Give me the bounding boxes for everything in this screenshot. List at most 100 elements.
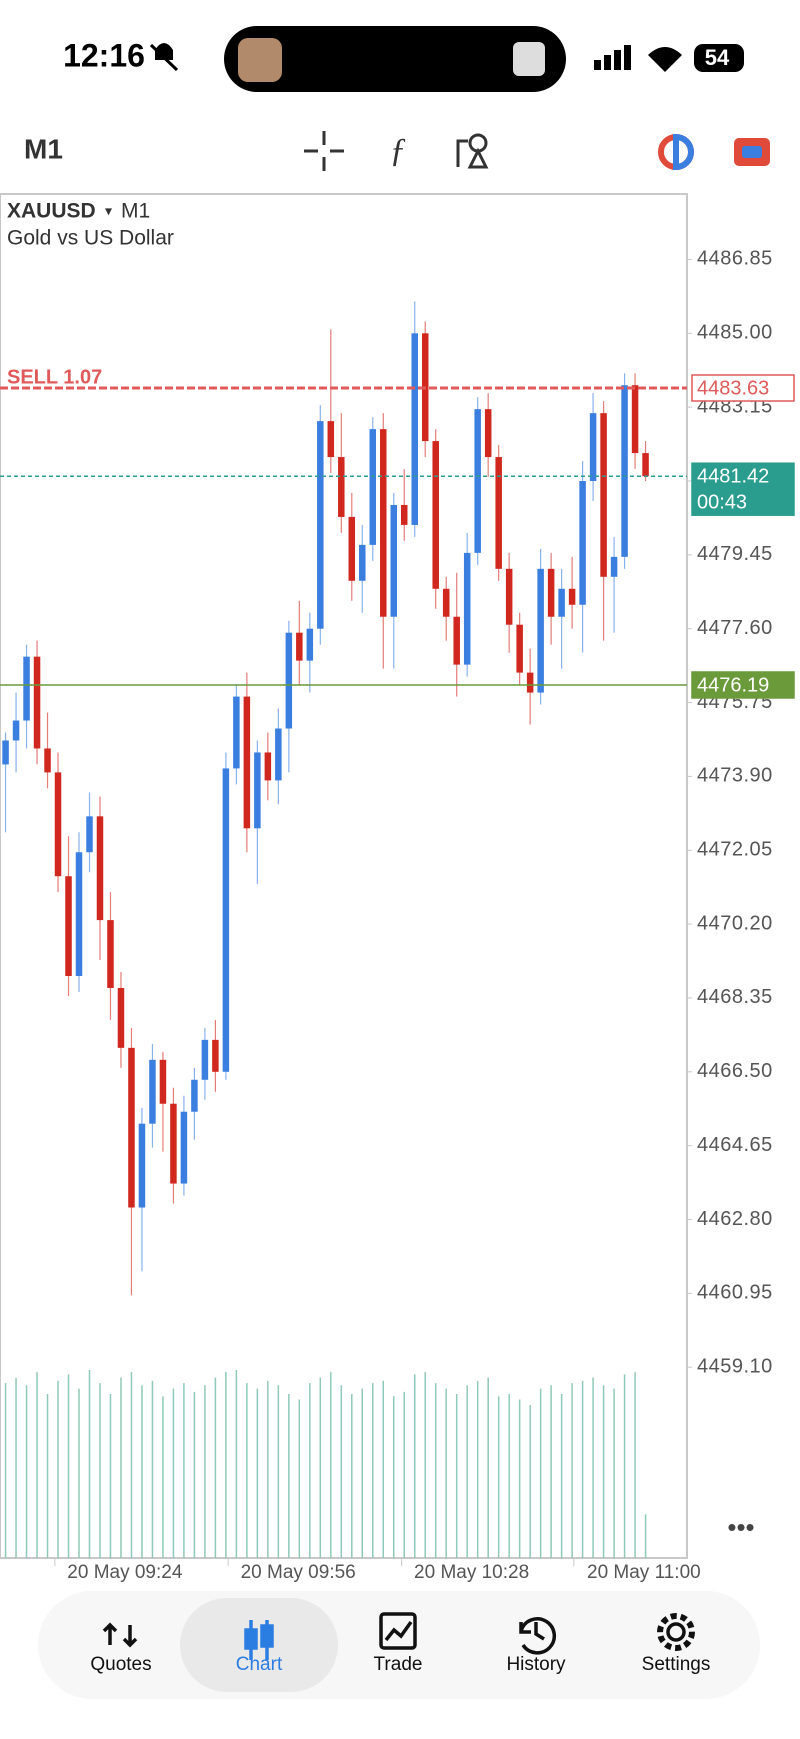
candle-body bbox=[568, 588, 576, 605]
price-tag bbox=[691, 671, 795, 699]
candle-body bbox=[390, 504, 398, 617]
battery-level: 54 bbox=[705, 45, 730, 70]
candle-body bbox=[526, 672, 534, 693]
x-tick-label: 20 May 10:28 bbox=[414, 1562, 529, 1583]
candle-body bbox=[495, 457, 502, 569]
y-tick-label: 4485.00 bbox=[697, 322, 773, 344]
y-tick-label: 4464.65 bbox=[697, 1134, 773, 1156]
candle-body bbox=[54, 772, 62, 877]
candle-body bbox=[432, 441, 439, 589]
chart-title: Gold vs US Dollar bbox=[7, 227, 174, 250]
candle-body bbox=[159, 1059, 167, 1104]
candle-body bbox=[254, 752, 261, 829]
candle-body bbox=[589, 413, 597, 482]
nav-label[interactable]: Trade bbox=[374, 1654, 423, 1675]
account-button[interactable] bbox=[658, 133, 694, 171]
candle-body bbox=[306, 628, 314, 661]
candle-body bbox=[558, 588, 565, 617]
candle-body bbox=[23, 656, 30, 721]
candle-body bbox=[296, 632, 303, 661]
indicators-button[interactable]: ƒ bbox=[390, 132, 407, 169]
symbol: XAUUSD bbox=[7, 200, 96, 223]
candle-body bbox=[348, 516, 356, 581]
candle-body bbox=[96, 816, 104, 921]
candle-body bbox=[463, 552, 471, 665]
candle-body bbox=[275, 728, 282, 781]
candle-body bbox=[170, 1103, 177, 1184]
candle-body bbox=[442, 588, 450, 617]
candle-body bbox=[317, 421, 324, 629]
candle-body bbox=[547, 568, 555, 617]
candle-body bbox=[359, 544, 366, 581]
trade-icon-line bbox=[384, 1620, 413, 1642]
chart-icon-body bbox=[260, 1624, 274, 1648]
countdown: 00:43 bbox=[697, 492, 747, 514]
candle-body bbox=[264, 752, 272, 781]
candle-body bbox=[579, 481, 586, 605]
price-tag bbox=[691, 374, 795, 402]
candle-body bbox=[400, 504, 408, 525]
x-tick-label: 20 May 11:00 bbox=[587, 1562, 701, 1583]
dropdown-arrow[interactable]: ▾ bbox=[105, 203, 112, 219]
candle-body bbox=[369, 429, 377, 545]
y-tick-label: 4462.80 bbox=[697, 1208, 773, 1230]
candle-body bbox=[474, 409, 481, 553]
candle-body bbox=[65, 876, 72, 976]
trade-button[interactable] bbox=[734, 138, 770, 166]
price-tag bbox=[691, 462, 795, 516]
nav-label[interactable]: History bbox=[506, 1654, 566, 1675]
y-tick-label: 4470.20 bbox=[697, 912, 773, 934]
y-tick-label: 4468.35 bbox=[697, 986, 773, 1008]
y-tick-label: 4479.45 bbox=[697, 543, 773, 565]
candle-body bbox=[621, 385, 628, 557]
objects-button[interactable] bbox=[456, 133, 489, 169]
candle-body bbox=[222, 768, 230, 1072]
candle-body bbox=[600, 413, 607, 577]
timeframe-button[interactable]: M1 bbox=[24, 133, 63, 164]
candle-body bbox=[75, 852, 83, 976]
x-tick-label: 20 May 09:56 bbox=[241, 1562, 356, 1583]
y-tick-label: 4459.10 bbox=[697, 1355, 773, 1377]
candle-body bbox=[33, 656, 41, 749]
more-button[interactable]: ••• bbox=[727, 1512, 754, 1542]
y-tick-label: 4466.50 bbox=[697, 1060, 773, 1082]
order-label: SELL 1.07 bbox=[7, 366, 102, 388]
candle-body bbox=[201, 1039, 209, 1080]
candle-body bbox=[327, 421, 335, 458]
nav-label[interactable]: Quotes bbox=[90, 1654, 151, 1675]
settings-icon-cog bbox=[657, 1613, 695, 1651]
candle-body bbox=[484, 409, 492, 458]
y-tick-label: 4460.95 bbox=[697, 1282, 773, 1304]
crosshair-button[interactable] bbox=[304, 131, 344, 171]
candle-body bbox=[149, 1059, 156, 1124]
candle-body bbox=[453, 616, 460, 665]
candle-body bbox=[243, 696, 251, 829]
candle-body bbox=[505, 568, 513, 625]
wifi-icon bbox=[648, 47, 682, 72]
nav-label[interactable]: Settings bbox=[642, 1654, 711, 1675]
nav-label[interactable]: Chart bbox=[236, 1654, 283, 1675]
candle-body bbox=[2, 740, 9, 765]
candle-body bbox=[117, 987, 125, 1048]
candle-body bbox=[537, 568, 544, 693]
candle-body bbox=[285, 632, 293, 729]
y-tick-label: 4473.90 bbox=[697, 765, 773, 787]
dynamic-island bbox=[224, 26, 566, 92]
candle-body bbox=[631, 385, 639, 454]
chart-frame bbox=[0, 193, 688, 1559]
price-tag-label: 4481.42 bbox=[697, 466, 769, 488]
price-tag-label: 4483.63 bbox=[697, 377, 769, 399]
price-tag-label: 4476.19 bbox=[697, 674, 769, 696]
quotes-icon bbox=[102, 1622, 138, 1648]
candle-body bbox=[44, 748, 51, 773]
app-thumbnail bbox=[238, 38, 282, 82]
history-icon bbox=[519, 1617, 557, 1655]
candle-body bbox=[642, 453, 649, 477]
nav-bar bbox=[38, 1591, 760, 1699]
y-tick-label: 4472.05 bbox=[697, 839, 773, 861]
candle-body bbox=[338, 457, 345, 517]
candle-body bbox=[86, 816, 93, 853]
settings-icon bbox=[666, 1622, 686, 1642]
mute-icon bbox=[149, 43, 179, 72]
